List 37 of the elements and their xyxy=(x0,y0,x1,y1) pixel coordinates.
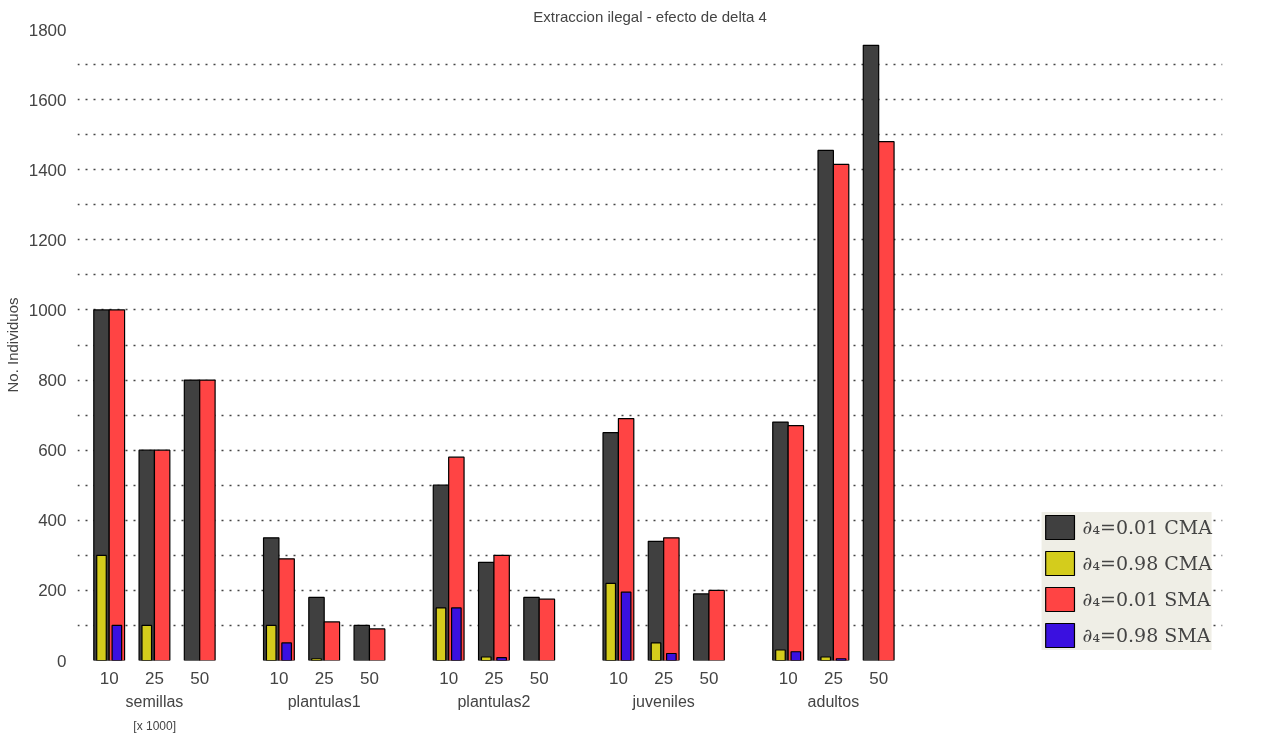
text: juveniles xyxy=(631,692,695,710)
x-tick-label: 10 xyxy=(608,668,628,688)
x-tick-label: 25 xyxy=(654,668,674,688)
y-tick-label: 400 xyxy=(38,511,67,531)
x-tick-label: 25 xyxy=(484,668,504,688)
x-tick-label: 10 xyxy=(269,668,289,688)
text: plantulas1 xyxy=(287,692,361,710)
y-tick-label: 1600 xyxy=(28,90,67,110)
y-tick-label: 1000 xyxy=(28,300,67,320)
chart-title: Extraccion ilegal - efecto de delta 4 xyxy=(533,7,767,25)
legend-label: ∂₄=0.98 SMA xyxy=(1082,624,1211,646)
x-tick-label: 25 xyxy=(823,668,843,688)
x-tick-label: 50 xyxy=(699,668,719,688)
x-tick-label: 50 xyxy=(529,668,549,688)
y-tick-label: 0 xyxy=(57,651,67,671)
legend-label: ∂₄=0.01 SMA xyxy=(1082,588,1211,610)
y-axis-title: No. Individuos xyxy=(3,297,21,393)
y-tick-label: 1400 xyxy=(28,160,67,180)
text: semillas xyxy=(125,692,184,710)
text: plantulas2 xyxy=(457,692,531,710)
y-tick-label: 1800 xyxy=(28,20,67,40)
y-tick-label: 1200 xyxy=(28,230,67,250)
legend-label: ∂₄=0.01 CMA xyxy=(1082,516,1212,538)
y-tick-label: 800 xyxy=(38,371,67,391)
x-tick-label: 10 xyxy=(439,668,459,688)
x-tick-label: 25 xyxy=(314,668,334,688)
y-tick-label: 600 xyxy=(38,441,67,461)
legend-label: ∂₄=0.98 CMA xyxy=(1082,552,1212,574)
y-tick-label: 200 xyxy=(38,581,67,601)
x-tick-label: 25 xyxy=(144,668,164,688)
x-tick-label: 50 xyxy=(869,668,889,688)
x-tick-label: 10 xyxy=(99,668,119,688)
x-tick-label: 50 xyxy=(360,668,379,688)
x-tick-label: 50 xyxy=(190,668,210,688)
text: adultos xyxy=(807,692,860,710)
text: [x 1000] xyxy=(133,718,177,733)
x-tick-label: 10 xyxy=(778,668,798,688)
